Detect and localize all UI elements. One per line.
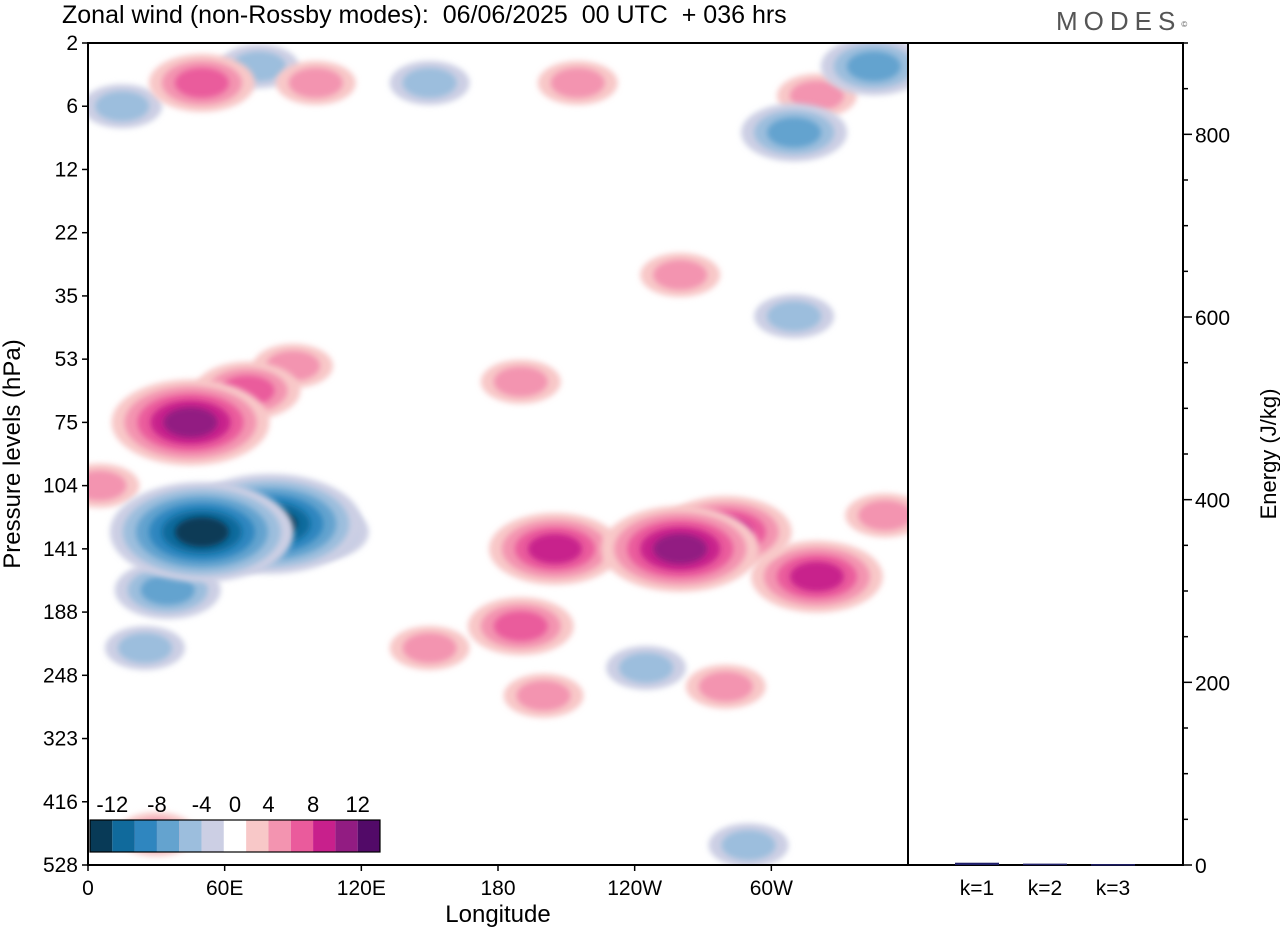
wind-anomaly-cell xyxy=(174,67,229,98)
wind-anomaly-cell xyxy=(619,652,674,683)
wind-anomaly-cell xyxy=(721,830,776,861)
x-tick-label: 120W xyxy=(607,877,662,900)
logo-mark: © xyxy=(1181,20,1188,29)
wind-anomaly-cell xyxy=(402,632,457,663)
energy-tick-label: 800 xyxy=(1195,124,1230,147)
energy-bar-label: k=2 xyxy=(1028,877,1062,900)
wind-anomaly-cell xyxy=(767,301,822,332)
wind-anomaly-cell xyxy=(653,259,708,290)
y-tick-label: 2 xyxy=(66,32,78,55)
energy-panel-frame xyxy=(907,42,1184,866)
y-tick-label: 22 xyxy=(55,222,78,245)
colorbar-tick-label: 4 xyxy=(262,792,274,817)
x-tick-label: 120E xyxy=(337,877,386,900)
chart-title: Zonal wind (non-Rossby modes): 06/06/202… xyxy=(62,1,787,29)
heatmap-field xyxy=(88,43,908,865)
longitude-axis: 0 60E 120E 180 120W 60W xyxy=(82,865,793,900)
energy-axis-label: Energy (J/kg) xyxy=(1256,389,1280,520)
wind-anomaly-cell xyxy=(117,632,172,663)
wind-anomaly-cell xyxy=(653,533,708,564)
wind-anomaly-cell xyxy=(516,680,571,711)
energy-bar xyxy=(1091,864,1135,866)
wind-anomaly-cell xyxy=(858,500,908,531)
energy-tick-label: 400 xyxy=(1195,490,1230,513)
x-tick-label: 60W xyxy=(750,877,793,900)
wind-anomaly-cell xyxy=(174,516,229,547)
colorbar: -12 -8 -4 0 4 8 12 xyxy=(89,792,381,853)
x-axis-label: Longitude xyxy=(445,901,550,928)
colorbar-swatch xyxy=(201,820,224,852)
wind-anomaly-cell xyxy=(402,67,457,98)
energy-bar-label: k=1 xyxy=(960,877,994,900)
colorbar-swatch xyxy=(156,820,180,852)
y-tick-label: 416 xyxy=(43,791,78,814)
energy-axis: 0 200 400 600 800 xyxy=(1182,42,1230,878)
y-tick-label: 53 xyxy=(55,348,78,371)
colorbar-tick-label: -8 xyxy=(147,792,167,817)
wind-anomaly-cell xyxy=(140,574,195,605)
colorbar-swatch xyxy=(112,820,135,852)
colorbar-swatch xyxy=(290,820,314,852)
colorbar-swatch xyxy=(134,820,157,852)
wind-anomaly-cell xyxy=(288,67,343,98)
wind-anomaly-cell xyxy=(846,51,901,82)
wind-anomaly-cell xyxy=(550,67,605,98)
wind-anomaly-cell xyxy=(767,117,822,148)
energy-tick-label: 0 xyxy=(1195,855,1207,878)
energy-bar-label: k=3 xyxy=(1096,877,1130,900)
y-tick-label: 104 xyxy=(43,475,78,498)
x-tick-label: 60E xyxy=(206,877,243,900)
colorbar-tick-label: 8 xyxy=(307,792,319,817)
wind-anomaly-cell xyxy=(88,470,127,501)
colorbar-tick-label: -4 xyxy=(192,792,212,817)
wind-anomaly-cell xyxy=(95,91,150,122)
y-tick-label: 6 xyxy=(66,95,78,118)
y-tick-label: 188 xyxy=(43,601,78,624)
wind-anomaly-cell xyxy=(163,407,218,438)
wind-anomaly-cell xyxy=(698,671,753,702)
colorbar-swatch xyxy=(335,820,358,852)
y-tick-label: 528 xyxy=(43,854,78,877)
energy-tick-label: 200 xyxy=(1195,672,1230,695)
colorbar-tick-label: 0 xyxy=(229,792,241,817)
colorbar-swatch xyxy=(268,820,291,852)
wind-anomaly-cell xyxy=(493,611,548,642)
y-tick-label: 248 xyxy=(43,664,78,687)
colorbar-frame xyxy=(89,819,381,853)
colorbar-tick-label: -12 xyxy=(96,792,128,817)
colorbar-swatch xyxy=(223,820,247,852)
y-tick-label: 323 xyxy=(43,728,78,751)
energy-bar xyxy=(955,862,999,865)
pressure-axis: 2 6 12 22 35 53 75 104 141 188 248 323 416 528 xyxy=(43,32,88,877)
wind-anomaly-cell xyxy=(527,533,582,564)
colorbar-swatch xyxy=(179,820,202,852)
colorbar-swatch xyxy=(246,820,269,852)
wind-anomaly-cell xyxy=(493,366,548,397)
x-tick-label: 0 xyxy=(82,877,94,900)
wind-anomaly-cell xyxy=(789,561,844,592)
energy-tick-label: 600 xyxy=(1195,307,1230,330)
logo-text: MODES xyxy=(1056,6,1182,36)
y-tick-label: 12 xyxy=(55,158,78,181)
y-tick-label: 75 xyxy=(55,411,78,434)
wind-anomaly-cell xyxy=(789,80,844,111)
energy-bar xyxy=(1023,863,1067,866)
colorbar-swatch xyxy=(90,820,113,852)
y-tick-label: 141 xyxy=(43,538,78,561)
y-tick-label: 35 xyxy=(55,285,78,308)
x-tick-label: 180 xyxy=(480,877,515,900)
energy-bars: k=1 k=2 k=3 xyxy=(955,862,1135,900)
colorbar-swatch xyxy=(357,820,380,852)
colorbar-tick-label: 12 xyxy=(345,792,369,817)
colorbar-swatch xyxy=(313,820,336,852)
y-axis-label: Pressure levels (hPa) xyxy=(0,339,26,568)
modes-logo: MODES© xyxy=(1056,6,1187,36)
